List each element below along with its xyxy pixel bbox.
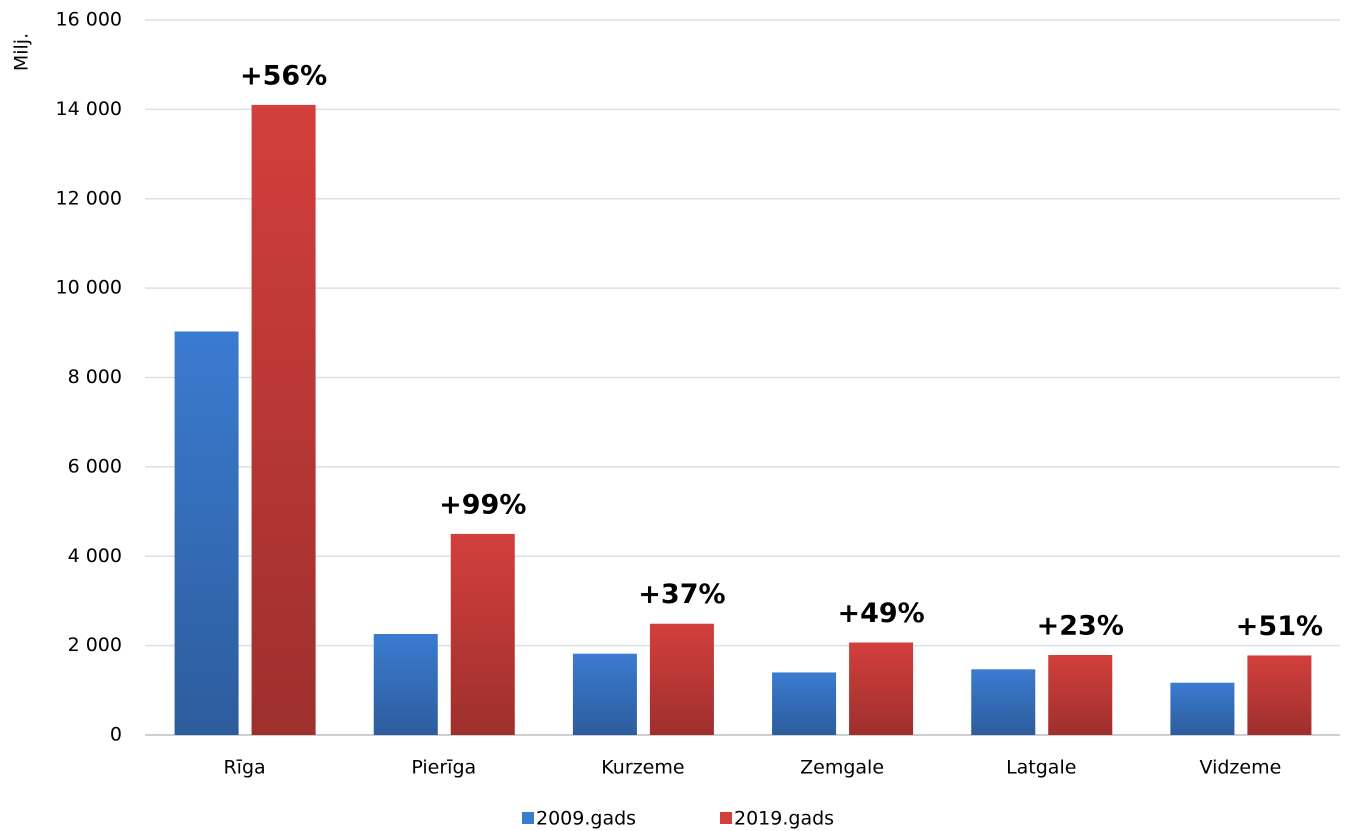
bar-shade [572, 653, 637, 735]
y-tick-label: 12 000 [56, 187, 122, 209]
y-tick-label: 8 000 [68, 366, 122, 388]
bar-shade [649, 623, 714, 735]
legend-swatch [720, 812, 732, 824]
annotation: +51% [1236, 611, 1323, 642]
bar-group [1247, 655, 1312, 735]
legend-swatch [522, 812, 534, 824]
bar-shade [971, 669, 1036, 735]
bar-shade [772, 672, 837, 735]
legend-label: 2019.gads [734, 808, 834, 830]
y-tick-label: 14 000 [56, 98, 122, 120]
bar-shade [174, 331, 239, 735]
y-tick-label: 0 [110, 724, 122, 746]
bar-group [971, 669, 1036, 735]
annotation: +37% [638, 579, 725, 610]
y-tick-label: 4 000 [68, 545, 122, 567]
x-tick-label: Zemgale [800, 757, 884, 779]
y-tick-label: 6 000 [68, 455, 122, 477]
bar-group [450, 533, 515, 735]
annotation: +23% [1037, 611, 1124, 642]
annotation: +99% [439, 489, 526, 520]
bar-group [251, 104, 316, 735]
bar-shade [1247, 655, 1312, 735]
x-tick-label: Kurzeme [601, 757, 684, 779]
bar-shade [251, 104, 316, 735]
bar-shade [450, 533, 515, 735]
bar-group [373, 634, 438, 735]
bar-group [772, 672, 837, 735]
bar-group [572, 653, 637, 735]
bar-shade [373, 634, 438, 735]
x-tick-label: Vidzeme [1200, 757, 1282, 779]
bar-shade [1048, 655, 1113, 735]
bar-group [174, 331, 239, 735]
x-tick-label: Latgale [1006, 757, 1076, 779]
annotation: +56% [240, 60, 327, 91]
x-tick-label: Pierīga [411, 757, 476, 779]
annotation: +49% [837, 598, 924, 629]
y-tick-label: 2 000 [68, 634, 122, 656]
bar-shade [1170, 682, 1235, 735]
x-tick-label: Rīga [223, 757, 265, 779]
y-tick-label: 16 000 [56, 9, 122, 31]
bar-group [1170, 682, 1235, 735]
y-tick-label: 10 000 [56, 277, 122, 299]
bar-group [849, 642, 914, 735]
y-axis-label: Milj. [11, 33, 33, 71]
legend-label: 2009.gads [536, 808, 636, 830]
bar-shade [849, 642, 914, 735]
bar-group [649, 623, 714, 735]
bar-group [1048, 655, 1113, 735]
